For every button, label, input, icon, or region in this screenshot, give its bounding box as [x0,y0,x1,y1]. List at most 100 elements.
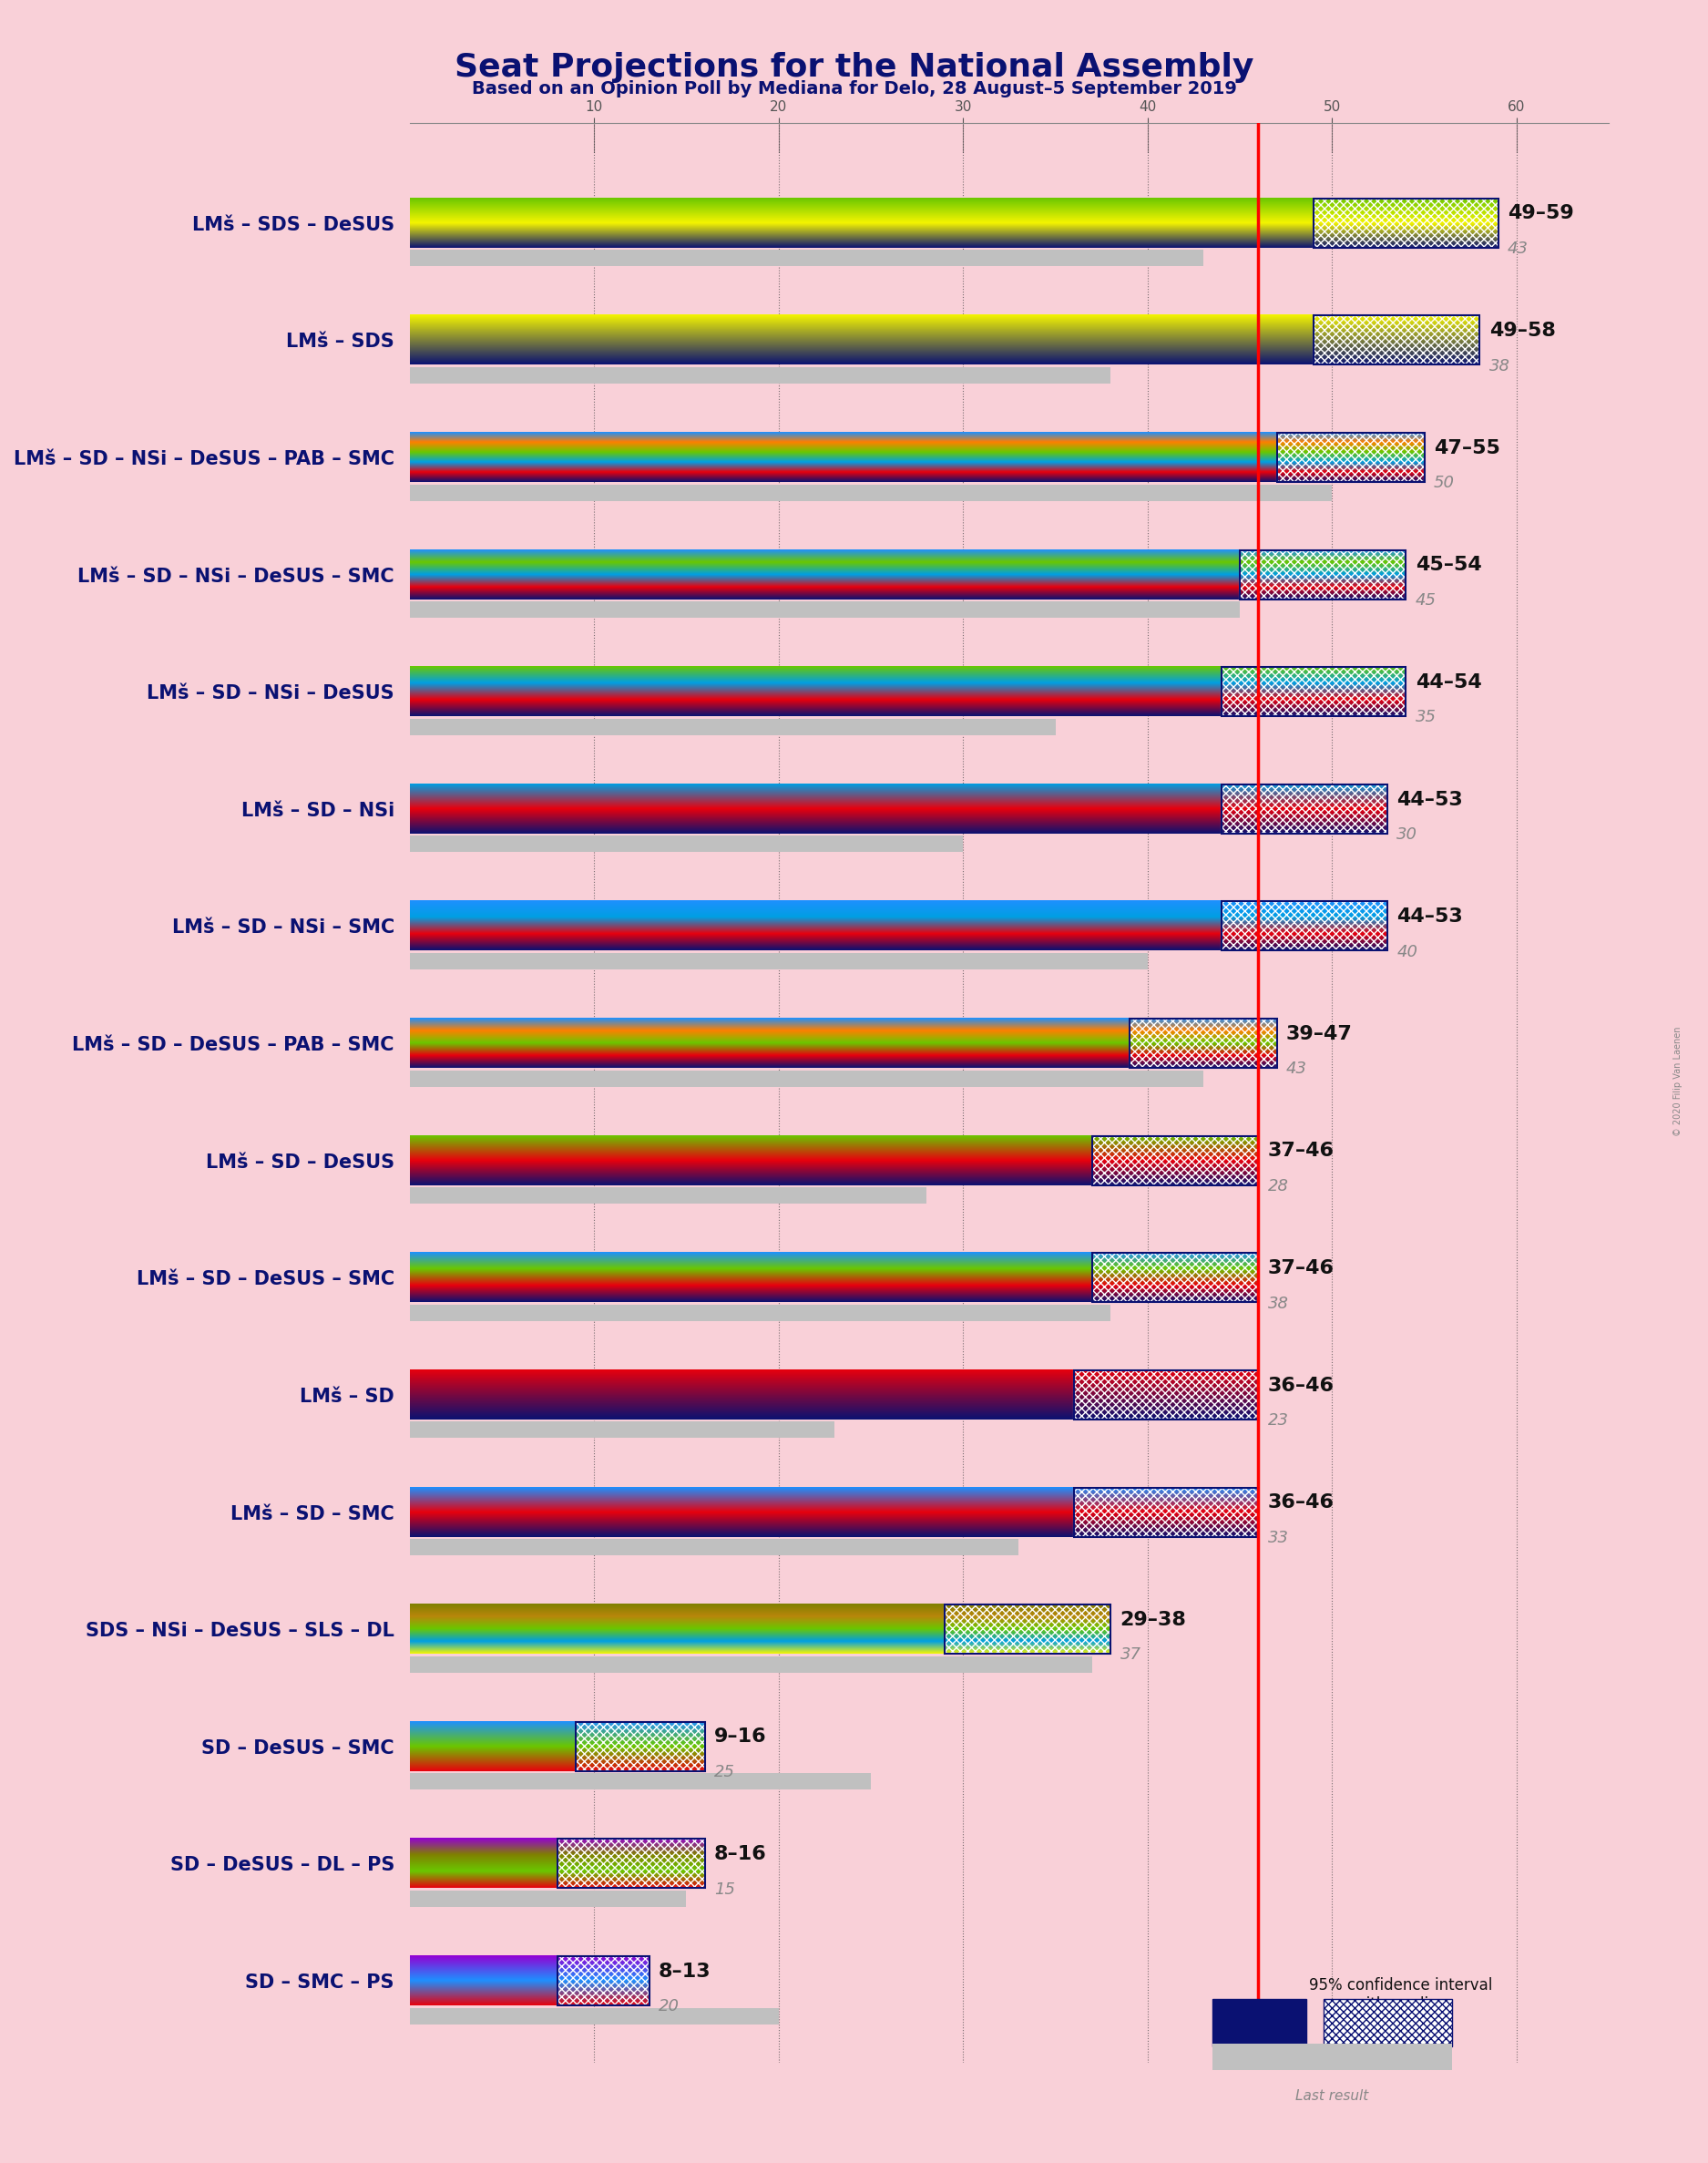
Bar [410,1304,1110,1322]
Text: 40: 40 [1397,943,1418,960]
Bar [410,2007,779,2025]
Text: 43: 43 [1286,1060,1307,1077]
Text: 44–54: 44–54 [1416,673,1481,692]
Bar [945,1605,1110,1655]
Bar [1129,1019,1278,1069]
Text: 50: 50 [1433,476,1455,491]
Text: Last result: Last result [1296,2089,1368,2102]
Bar [576,1722,705,1771]
Text: 23: 23 [1267,1412,1288,1430]
Bar [410,1071,1202,1086]
Bar [1093,1136,1259,1185]
Bar [1313,199,1498,247]
Text: © 2020 Filip Van Laenen: © 2020 Filip Van Laenen [1674,1027,1682,1136]
Text: 9–16: 9–16 [714,1728,767,1746]
Bar [1313,316,1479,366]
Bar [1313,316,1479,366]
Text: 8–13: 8–13 [659,1962,711,1981]
Bar [576,1722,705,1771]
Text: 44–53: 44–53 [1397,789,1464,809]
Bar [1093,1252,1259,1302]
Text: 38: 38 [1267,1296,1288,1311]
Bar [1313,316,1479,366]
Bar [410,718,1056,735]
Text: 28: 28 [1267,1179,1288,1194]
Text: 37: 37 [1120,1646,1141,1663]
Bar [1313,199,1498,247]
Bar [410,485,1332,500]
Bar [945,1605,1110,1655]
Bar [1240,549,1406,599]
Text: 39–47: 39–47 [1286,1025,1353,1043]
Text: 8–16: 8–16 [714,1845,767,1862]
Bar [557,1839,705,1888]
Text: 36–46: 36–46 [1267,1492,1334,1512]
Bar [410,1421,834,1438]
Bar [410,368,1110,383]
Bar [1221,785,1387,833]
Bar [1278,433,1424,482]
Bar [1093,1136,1259,1185]
Bar [1221,902,1387,952]
Text: Based on an Opinion Poll by Mediana for Delo, 28 August–5 September 2019: Based on an Opinion Poll by Mediana for … [471,80,1237,97]
Bar [410,954,1148,969]
Bar [1278,433,1424,482]
Bar [1313,199,1498,247]
Bar [576,1722,705,1771]
Text: Seat Projections for the National Assembly: Seat Projections for the National Assemb… [454,52,1254,82]
Bar [410,1657,1093,1672]
Text: 25: 25 [714,1765,734,1780]
Bar [1074,1488,1259,1536]
Bar [1093,1136,1259,1185]
Bar [410,835,963,852]
Bar [1074,1488,1259,1536]
Bar [557,1955,649,2005]
Text: 37–46: 37–46 [1267,1142,1334,1159]
Bar [557,1955,649,2005]
Text: 33: 33 [1267,1529,1288,1547]
Text: 30: 30 [1397,826,1418,844]
Bar [410,251,1202,266]
Text: 45: 45 [1416,593,1436,608]
Bar [1221,666,1406,716]
Bar [1129,1019,1278,1069]
Bar [410,1774,871,1789]
Bar [1221,785,1387,833]
Text: 45–54: 45–54 [1416,556,1481,573]
Text: 95% confidence interval
with median: 95% confidence interval with median [1308,1977,1493,2012]
Bar [410,1540,1018,1555]
Bar [557,1839,705,1888]
Bar [1221,666,1406,716]
Text: 20: 20 [659,1999,680,2014]
Bar [410,601,1240,619]
Text: 37–46: 37–46 [1267,1259,1334,1278]
Text: 49–58: 49–58 [1489,322,1556,340]
Bar [1221,666,1406,716]
Text: 43: 43 [1508,240,1529,257]
Bar [1093,1252,1259,1302]
Bar [1093,1252,1259,1302]
Bar [1074,1369,1259,1419]
Bar [1278,433,1424,482]
Text: 44–53: 44–53 [1397,908,1464,926]
Bar [1221,902,1387,952]
Bar [1074,1488,1259,1536]
Text: 38: 38 [1489,357,1510,374]
Text: 36–46: 36–46 [1267,1376,1334,1395]
Bar [1240,549,1406,599]
Text: 49–59: 49–59 [1508,205,1573,223]
Bar [410,1187,926,1205]
Bar [557,1955,649,2005]
Text: 15: 15 [714,1882,734,1897]
Bar [557,1839,705,1888]
Bar [1221,902,1387,952]
Text: 35: 35 [1416,709,1436,727]
Bar [1074,1369,1259,1419]
Bar [1240,549,1406,599]
Text: 29–38: 29–38 [1120,1611,1187,1629]
Bar [945,1605,1110,1655]
Bar [1129,1019,1278,1069]
Bar [1221,785,1387,833]
Text: 47–55: 47–55 [1433,439,1500,456]
Bar [410,1890,687,1908]
